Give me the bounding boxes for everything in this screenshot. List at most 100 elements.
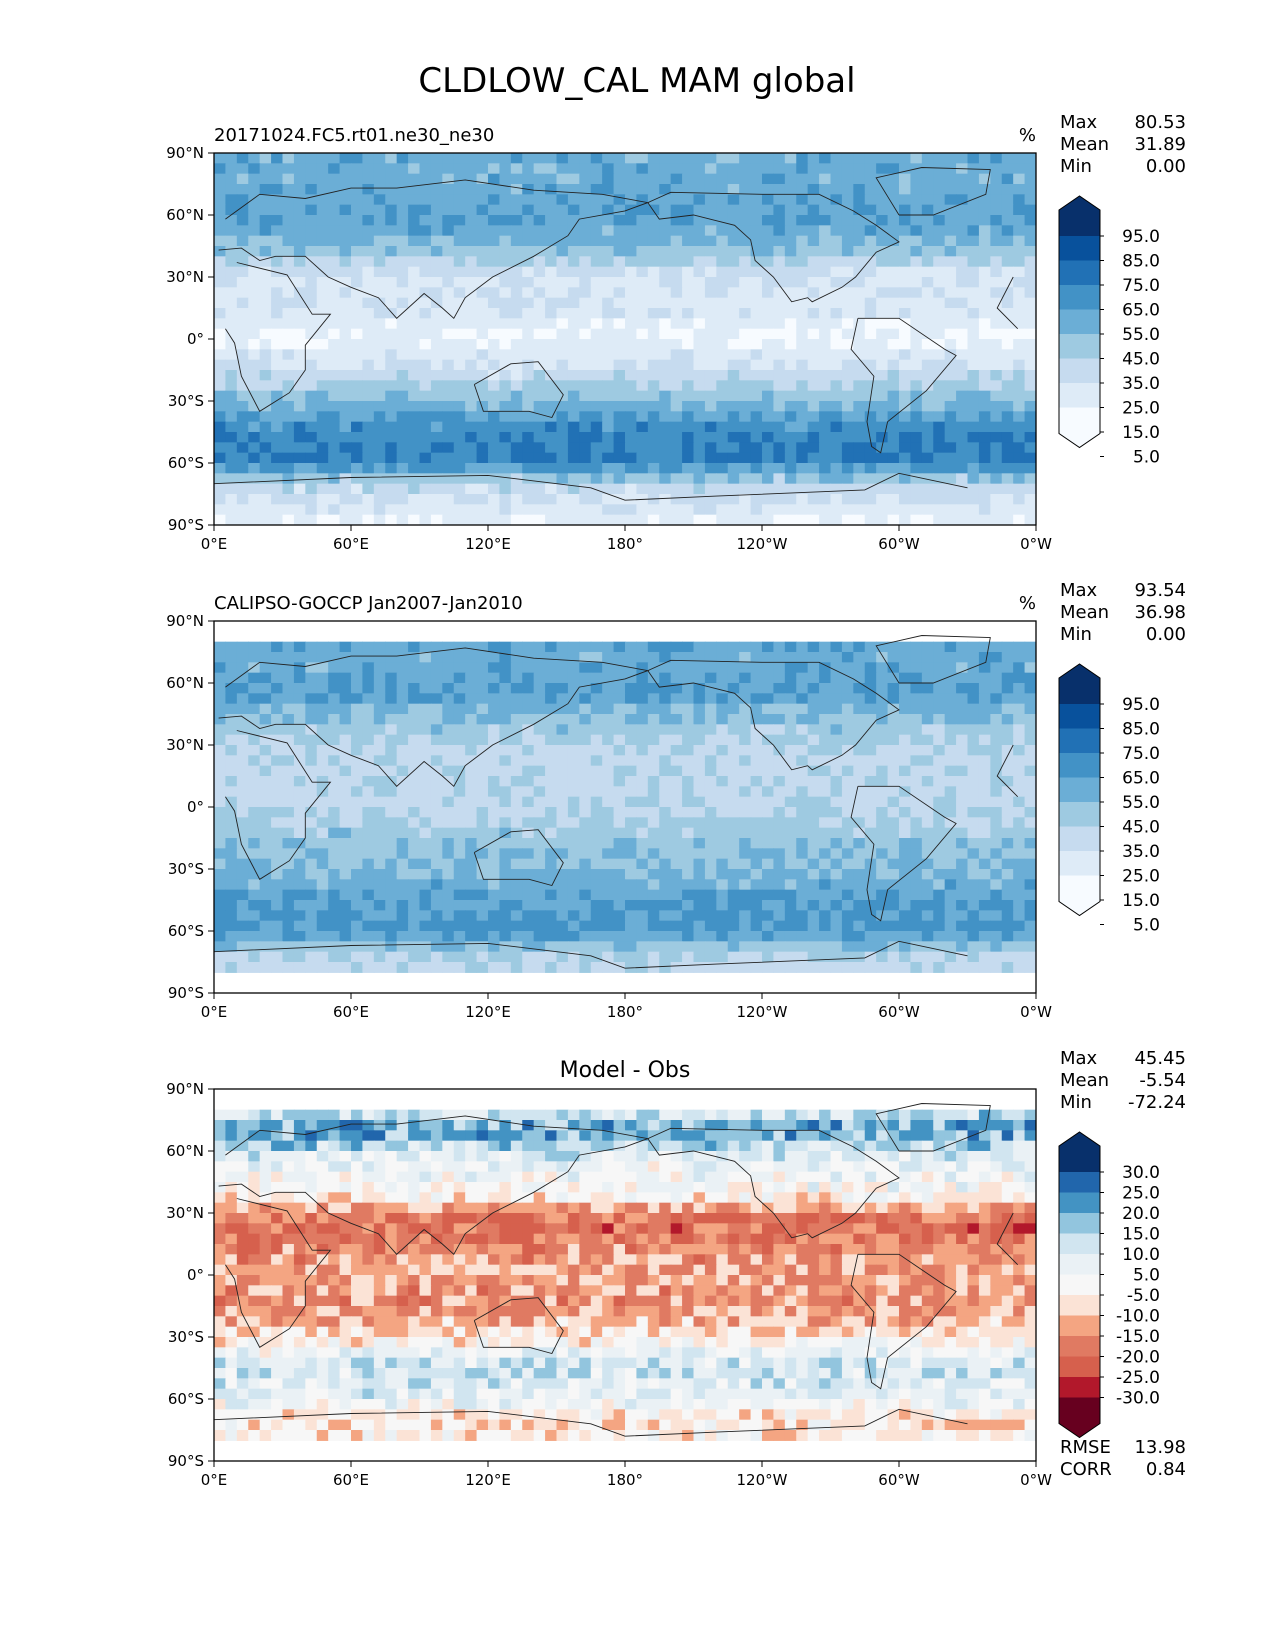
colorbar-swatch bbox=[1059, 1274, 1100, 1296]
coastlines bbox=[214, 167, 1019, 501]
x-tick-label: 60°W bbox=[878, 535, 920, 553]
stat-label: Min bbox=[1060, 156, 1092, 177]
colorbar-label: 20.0 bbox=[1122, 1204, 1160, 1224]
colorbar-swatch bbox=[1059, 1192, 1100, 1214]
coastline bbox=[850, 1253, 957, 1390]
stat-value: 31.89 bbox=[1134, 134, 1186, 155]
colorbar-swatch bbox=[1059, 777, 1100, 803]
y-tick-label: 90°S bbox=[168, 516, 204, 534]
stat-label: Max bbox=[1060, 580, 1098, 601]
x-tick-label: 60°E bbox=[333, 1471, 369, 1489]
x-tick-label: 0°E bbox=[201, 1471, 228, 1489]
x-tick-label: 120°W bbox=[737, 1471, 788, 1489]
panel-obs: 0°E 60°E 120°E 180° 120°W 60°W 0°W 90°N 60°N 30°N… bbox=[166, 580, 1186, 1021]
y-tick-label: 60°S bbox=[168, 454, 204, 472]
x-tick-label: 180° bbox=[607, 535, 643, 553]
x-tick-label: 0°W bbox=[1020, 1471, 1052, 1489]
colorbar-swatch bbox=[1059, 383, 1100, 408]
colorbar-label: 25.0 bbox=[1122, 1184, 1160, 1204]
coastline bbox=[214, 940, 968, 969]
colorbar-label: 85.0 bbox=[1122, 720, 1160, 740]
y-tick-label: 30°S bbox=[168, 1328, 204, 1346]
colorbar-label: 35.0 bbox=[1122, 842, 1160, 862]
coastline bbox=[225, 262, 1019, 412]
panel-units: % bbox=[1019, 125, 1036, 146]
colorbar-label: 5.0 bbox=[1133, 916, 1160, 936]
panel-left-title: CALIPSO-GOCCP Jan2007-Jan2010 bbox=[214, 593, 523, 614]
colorbar-swatch bbox=[1059, 1295, 1100, 1316]
y-tick-label: 60°S bbox=[168, 922, 204, 940]
colorbar-outline bbox=[1058, 1131, 1101, 1439]
stat-label: Mean bbox=[1060, 134, 1109, 155]
metric-value: 13.98 bbox=[1134, 1437, 1186, 1458]
coastline bbox=[214, 1408, 968, 1437]
colorbar-label: 15.0 bbox=[1122, 1225, 1160, 1245]
map-field bbox=[214, 153, 1036, 525]
colorbar-label: 45.0 bbox=[1122, 350, 1160, 370]
stat-label: Max bbox=[1060, 112, 1098, 133]
colorbar-label: 65.0 bbox=[1122, 301, 1160, 321]
x-tick-label: 60°W bbox=[878, 1471, 920, 1489]
x-tick-label: 180° bbox=[607, 1003, 643, 1021]
stat-label: Min bbox=[1060, 1092, 1092, 1113]
colorbar-label: -15.0 bbox=[1116, 1327, 1160, 1347]
colorbar-label: 15.0 bbox=[1122, 891, 1160, 911]
colorbar-extend-min bbox=[1059, 407, 1100, 448]
colorbar-extend-max bbox=[1059, 1132, 1100, 1172]
x-tick-label: 120°E bbox=[465, 1003, 511, 1021]
y-tick-label: 60°N bbox=[166, 206, 204, 224]
colorbar-swatch bbox=[1059, 753, 1100, 778]
panel-model: 0°E 60°E 120°E 180° 120°W 60°W 0°W 90°N 60°N 30°N… bbox=[166, 112, 1186, 553]
coastline bbox=[214, 472, 968, 501]
y-tick-label: 30°S bbox=[168, 860, 204, 878]
colorbar-label: -25.0 bbox=[1116, 1368, 1160, 1388]
stat-value: 80.53 bbox=[1134, 112, 1186, 133]
y-tick-label: 90°S bbox=[168, 984, 204, 1002]
y-tick-label: 30°N bbox=[166, 1204, 204, 1222]
colorbar-label: 85.0 bbox=[1122, 252, 1160, 272]
y-tick-label: 0° bbox=[187, 798, 204, 816]
colorbar-label: 95.0 bbox=[1122, 227, 1160, 247]
x-tick-label: 0°W bbox=[1020, 1003, 1052, 1021]
y-tick-label: 90°S bbox=[168, 1452, 204, 1470]
colorbar-label: 35.0 bbox=[1122, 374, 1160, 394]
coastline bbox=[875, 1103, 991, 1152]
stat-label: Mean bbox=[1060, 1070, 1109, 1091]
coastline bbox=[875, 167, 991, 216]
colorbar-swatch bbox=[1059, 802, 1100, 827]
colorbar-label: 55.0 bbox=[1122, 325, 1160, 345]
colorbar-swatch bbox=[1059, 728, 1100, 754]
metric-label: RMSE bbox=[1060, 1437, 1111, 1458]
colorbar-swatch bbox=[1059, 1315, 1100, 1337]
colorbar-label: 75.0 bbox=[1122, 276, 1160, 296]
colorbar: 95.0 85.0 75.0 65.0 55.0 45.0 35.0 25.0 15.0 5.0 bbox=[1058, 663, 1160, 936]
colorbar-label: 5.0 bbox=[1133, 448, 1160, 468]
stat-value: 36.98 bbox=[1134, 602, 1186, 623]
stat-label: Max bbox=[1060, 1048, 1098, 1069]
panel-diff: 0°E 60°E 120°E 180° 120°W 60°W 0°W 90°N 60°N 30°N… bbox=[166, 1048, 1186, 1489]
x-tick-label: 120°E bbox=[465, 1471, 511, 1489]
y-tick-label: 90°N bbox=[166, 144, 204, 162]
stat-value: -72.24 bbox=[1128, 1092, 1186, 1113]
colorbar-label: -30.0 bbox=[1116, 1389, 1160, 1409]
panel-left-title: 20171024.FC5.rt01.ne30_ne30 bbox=[214, 125, 494, 146]
coastlines bbox=[214, 1103, 1019, 1437]
colorbar-outline bbox=[1058, 195, 1101, 449]
colorbar-swatch bbox=[1059, 309, 1100, 335]
y-tick-label: 60°N bbox=[166, 674, 204, 692]
colorbar-swatch bbox=[1059, 260, 1100, 286]
colorbar-extend-max bbox=[1059, 196, 1100, 236]
y-tick-label: 30°S bbox=[168, 392, 204, 410]
coastline bbox=[473, 829, 564, 887]
x-tick-label: 0°E bbox=[201, 535, 228, 553]
colorbar-swatch bbox=[1059, 1336, 1100, 1357]
colorbar-label: 75.0 bbox=[1122, 744, 1160, 764]
colorbar-extend-min bbox=[1059, 875, 1100, 916]
coastlines bbox=[214, 635, 1019, 969]
coastline bbox=[473, 1297, 564, 1355]
colorbar-label: 65.0 bbox=[1122, 769, 1160, 789]
colorbar-swatch bbox=[1059, 1254, 1100, 1275]
colorbar-label: 25.0 bbox=[1122, 867, 1160, 887]
map-field bbox=[214, 621, 1036, 993]
